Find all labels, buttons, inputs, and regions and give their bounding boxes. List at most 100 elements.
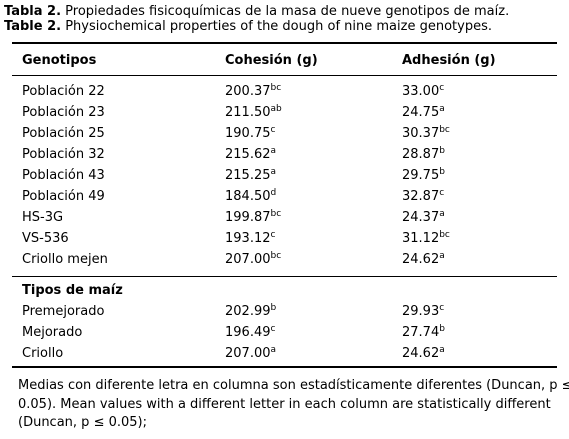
cell-letter: d bbox=[270, 188, 277, 198]
cell-value: 24.62 bbox=[402, 252, 440, 267]
cell-letter: b bbox=[439, 324, 445, 334]
cell-value: 32.87 bbox=[402, 189, 440, 204]
cell-value: 28.87 bbox=[402, 147, 440, 162]
cell: 196.49c bbox=[225, 325, 275, 341]
caption-label: Tabla 2. bbox=[4, 4, 62, 19]
cell: 190.75c bbox=[225, 126, 275, 142]
bottom-rule bbox=[12, 366, 557, 368]
row-label: Población 25 bbox=[22, 126, 105, 141]
row-label: Población 43 bbox=[22, 168, 105, 183]
cell: 33.00c bbox=[402, 84, 444, 100]
cell-value: 202.99 bbox=[225, 304, 271, 319]
cell: 24.37a bbox=[402, 210, 445, 226]
cell-letter: bc bbox=[270, 209, 282, 219]
cell-value: 184.50 bbox=[225, 189, 271, 204]
column-header: Genotipos bbox=[22, 53, 97, 68]
cell: 28.87b bbox=[402, 147, 445, 163]
cell-letter: b bbox=[439, 167, 445, 177]
cell-value: 199.87 bbox=[225, 210, 271, 225]
cell: 24.62a bbox=[402, 252, 445, 268]
cell-letter: ab bbox=[270, 104, 282, 114]
cell: 29.93c bbox=[402, 304, 444, 320]
cell-letter: bc bbox=[439, 125, 450, 135]
cell-value: 30.37 bbox=[402, 126, 440, 141]
cell-value: 193.12 bbox=[225, 231, 271, 246]
cell-letter: b bbox=[270, 303, 277, 313]
row-label: Criollo bbox=[22, 346, 64, 361]
cell-letter: a bbox=[270, 167, 277, 177]
row-label: HS-3G bbox=[22, 210, 64, 225]
cell: 31.12bc bbox=[402, 231, 450, 247]
cell-value: 33.00 bbox=[402, 84, 440, 99]
cell-value: 29.93 bbox=[402, 304, 440, 319]
cell-letter: b bbox=[439, 146, 445, 156]
cell-letter: a bbox=[439, 104, 445, 114]
section-title: Tipos de maíz bbox=[22, 283, 123, 298]
cell-letter: bc bbox=[270, 251, 282, 261]
cell-letter: c bbox=[439, 303, 445, 313]
cell: 32.87c bbox=[402, 189, 444, 205]
cell-letter: a bbox=[270, 345, 277, 355]
row-label: Premejorado bbox=[22, 304, 105, 319]
cell-letter: c bbox=[270, 324, 276, 334]
cell: 215.25a bbox=[225, 168, 276, 184]
cell-letter: a bbox=[439, 251, 445, 261]
cell-letter: c bbox=[439, 83, 445, 93]
row-label: Población 23 bbox=[22, 105, 105, 120]
cell-value: 31.12 bbox=[402, 231, 440, 246]
footnote-line: (Duncan, p ≤ 0.05); bbox=[18, 415, 147, 430]
cell: 207.00a bbox=[225, 346, 276, 362]
cell-value: 215.25 bbox=[225, 168, 271, 183]
row-label: Criollo mejen bbox=[22, 252, 108, 267]
cell-value: 207.00 bbox=[225, 346, 271, 361]
cell-value: 190.75 bbox=[225, 126, 271, 141]
cell-value: 196.49 bbox=[225, 325, 271, 340]
cell-letter: a bbox=[439, 209, 445, 219]
footnote-line: Medias con diferente letra en columna so… bbox=[18, 378, 569, 393]
caption-label: Table 2. bbox=[4, 19, 62, 34]
cell: 30.37bc bbox=[402, 126, 450, 142]
cell-letter: bc bbox=[439, 230, 450, 240]
cell-value: 215.62 bbox=[225, 147, 271, 162]
cell-value: 27.74 bbox=[402, 325, 440, 340]
cell-value: 24.62 bbox=[402, 346, 440, 361]
cell: 193.12c bbox=[225, 231, 275, 247]
column-header: Adhesión (g) bbox=[402, 53, 496, 68]
cell: 211.50ab bbox=[225, 105, 282, 121]
row-label: Población 22 bbox=[22, 84, 105, 99]
row-label: Población 49 bbox=[22, 189, 105, 204]
row-label: Mejorado bbox=[22, 325, 83, 340]
cell-value: 211.50 bbox=[225, 105, 271, 120]
caption-es: Tabla 2. Propiedades fisicoquímicas de l… bbox=[4, 4, 509, 20]
cell-letter: bc bbox=[270, 83, 282, 93]
cell-value: 207.00 bbox=[225, 252, 271, 267]
cell: 27.74b bbox=[402, 325, 445, 341]
cell-value: 200.37 bbox=[225, 84, 271, 99]
caption-en: Table 2. Physiochemical properties of th… bbox=[4, 19, 492, 35]
section-rule bbox=[12, 276, 557, 277]
cell-letter: c bbox=[439, 188, 445, 198]
cell: 199.87bc bbox=[225, 210, 281, 226]
cell-letter: a bbox=[439, 345, 445, 355]
footnote-line: 0.05). Mean values with a different lett… bbox=[18, 396, 551, 412]
cell-letter: a bbox=[270, 146, 277, 156]
cell-letter: c bbox=[270, 125, 276, 135]
cell-value: 29.75 bbox=[402, 168, 440, 183]
row-label: Población 32 bbox=[22, 147, 105, 162]
cell-letter: c bbox=[270, 230, 276, 240]
cell: 215.62a bbox=[225, 147, 276, 163]
caption-text: Propiedades fisicoquímicas de la masa de… bbox=[65, 4, 510, 19]
row-label: VS-536 bbox=[22, 231, 69, 246]
cell: 207.00bc bbox=[225, 252, 281, 268]
top-rule bbox=[12, 42, 557, 44]
cell: 24.75a bbox=[402, 105, 445, 121]
cell: 29.75b bbox=[402, 168, 445, 184]
caption-text: Physiochemical properties of the dough o… bbox=[65, 19, 492, 34]
cell: 202.99b bbox=[225, 304, 276, 320]
cell: 24.62a bbox=[402, 346, 445, 362]
cell-value: 24.37 bbox=[402, 210, 440, 225]
cell-value: 24.75 bbox=[402, 105, 440, 120]
cell: 200.37bc bbox=[225, 84, 281, 100]
cell: 184.50d bbox=[225, 189, 276, 205]
